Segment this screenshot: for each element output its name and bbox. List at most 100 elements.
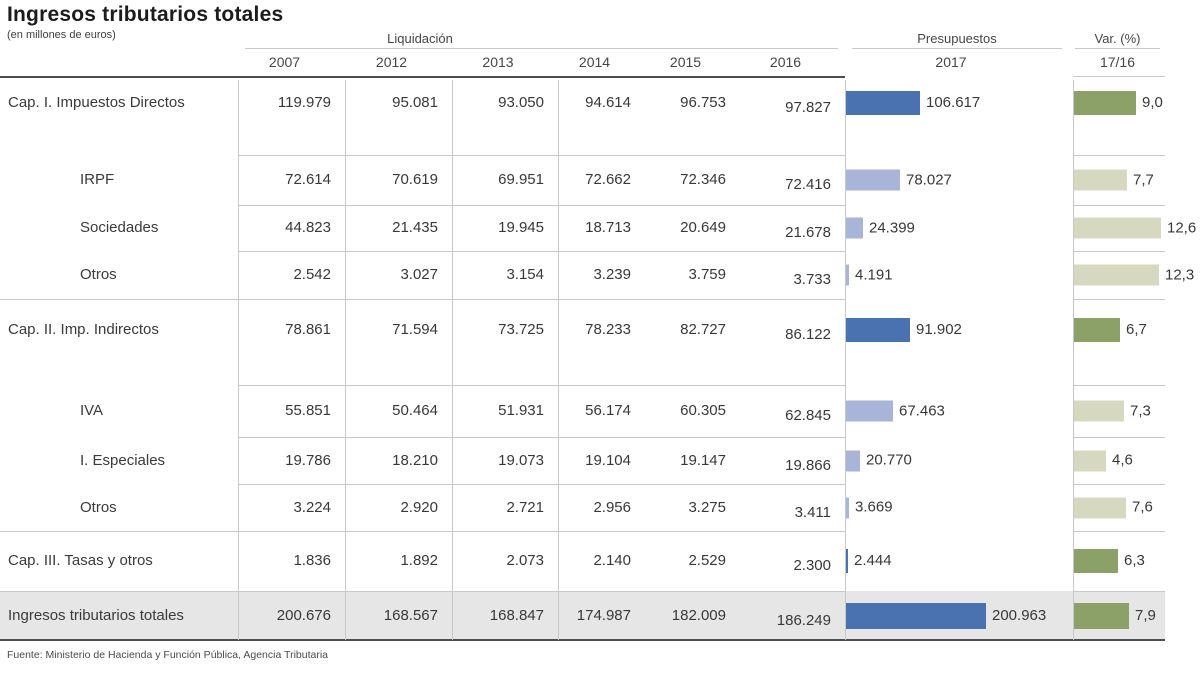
value-cell-2013: 19.073 [498, 451, 544, 469]
budget-bar [846, 602, 986, 629]
value-cell-2007: 2.542 [293, 266, 331, 283]
budget-bar-cell: 20.770 [846, 450, 912, 471]
table-row: IRPF 72.614 70.619 69.951 72.662 72.346 … [0, 155, 1200, 205]
column-group-liquidacion: Liquidación [387, 31, 453, 46]
value-cell-2016: 72.416 [785, 176, 831, 193]
value-cell-2016: 97.827 [785, 99, 831, 116]
var-value: 4,6 [1112, 451, 1133, 469]
grid-line-horizontal [238, 437, 845, 438]
value-cell-2007: 200.676 [276, 606, 331, 624]
var-bar-cell: 6,7 [1074, 318, 1147, 342]
value-cell-2012: 50.464 [392, 402, 438, 419]
table-row: IVA 55.851 50.464 51.931 56.174 60.305 6… [0, 385, 1200, 437]
var-bar-cell: 12,6 [1074, 217, 1196, 239]
value-cell-2013: 2.073 [506, 552, 544, 569]
table-row: Otros 3.224 2.920 2.721 2.956 3.275 3.41… [0, 484, 1200, 531]
value-cell-2015: 19.147 [680, 451, 726, 469]
var-bar-cell: 6,3 [1074, 549, 1145, 573]
value-cell-2016: 62.845 [785, 407, 831, 424]
grid-line-horizontal [0, 299, 845, 300]
budget-bar [846, 400, 893, 422]
grid-line-vertical [845, 80, 846, 640]
table-row: Otros 2.542 3.027 3.154 3.239 3.759 3.73… [0, 251, 1200, 299]
value-cell-2007: 55.851 [285, 402, 331, 419]
value-cell-2007: 1.836 [293, 552, 331, 569]
budget-bar-cell: 2.444 [846, 549, 892, 573]
grid-line-vertical [238, 80, 239, 640]
var-bar [1074, 549, 1118, 573]
budget-value: 4.191 [855, 266, 893, 283]
table-body: Cap. I. Impuestos Directos 119.979 95.08… [0, 80, 1200, 640]
value-cell-2016: 186.249 [776, 611, 831, 629]
row-label: Cap. II. Imp. Indirectos [8, 321, 159, 338]
column-group-presupuestos: Presupuestos [917, 31, 997, 46]
value-cell-2012: 70.619 [392, 171, 438, 188]
budget-bar [846, 91, 920, 115]
page-subtitle: (en millones de euros) [7, 29, 116, 41]
value-cell-2016: 86.122 [785, 326, 831, 343]
budget-value: 106.617 [926, 94, 981, 111]
grid-line-horizontal [852, 48, 1062, 49]
grid-line-horizontal [1073, 299, 1165, 300]
var-year-header: 17/16 [1099, 54, 1136, 70]
grid-line-vertical [345, 80, 346, 640]
grid-line-horizontal [0, 591, 845, 592]
value-cell-2014: 3.239 [593, 266, 631, 283]
grid-line-horizontal [1073, 591, 1165, 592]
year-header: 2012 [375, 54, 408, 70]
value-cell-2013: 19.945 [498, 219, 544, 236]
value-cell-2014: 2.956 [593, 498, 631, 516]
var-bar [1074, 318, 1120, 342]
value-cell-2014: 78.233 [585, 321, 631, 338]
value-cell-2012: 168.567 [383, 606, 438, 624]
var-bar-cell: 7,7 [1074, 169, 1154, 191]
row-label: Ingresos tributarios totales [8, 606, 184, 624]
year-header: 2014 [578, 54, 611, 70]
var-value: 7,7 [1133, 171, 1154, 188]
var-bar [1074, 602, 1129, 629]
row-label: Otros [80, 266, 117, 283]
value-cell-2014: 56.174 [585, 402, 631, 419]
value-cell-2013: 2.721 [506, 498, 544, 516]
column-group-var: Var. (%) [1094, 31, 1141, 46]
value-cell-2012: 1.892 [400, 552, 438, 569]
budget-bar [846, 318, 910, 342]
budget-bar [846, 169, 900, 191]
var-bar [1074, 400, 1124, 422]
budget-value: 24.399 [869, 219, 915, 236]
var-bar-cell: 7,9 [1074, 602, 1156, 629]
value-cell-2015: 2.529 [688, 552, 726, 569]
table-row: Cap. I. Impuestos Directos 119.979 95.08… [0, 80, 1200, 155]
table-row: Cap. III. Tasas y otros 1.836 1.892 2.07… [0, 531, 1200, 591]
grid-line-horizontal [1073, 251, 1165, 252]
grid-line-horizontal [0, 76, 845, 78]
grid-line-horizontal [1073, 155, 1165, 156]
budget-bar-cell: 91.902 [846, 318, 962, 342]
budget-bar-cell: 200.963 [846, 602, 1046, 629]
grid-line-horizontal [0, 531, 845, 532]
value-cell-2014: 174.987 [576, 606, 631, 624]
row-label: Cap. III. Tasas y otros [8, 552, 153, 569]
value-cell-2012: 21.435 [392, 219, 438, 236]
var-bar [1074, 91, 1136, 115]
row-label: I. Especiales [80, 451, 166, 469]
page-title: Ingresos tributarios totales [7, 3, 284, 26]
budget-bar-cell: 78.027 [846, 169, 952, 191]
value-cell-2016: 2.300 [793, 557, 831, 574]
budget-bar [846, 450, 860, 471]
value-cell-2014: 18.713 [585, 219, 631, 236]
value-cell-2013: 168.847 [489, 606, 544, 624]
budget-value: 20.770 [866, 451, 912, 469]
budget-bar [846, 217, 863, 239]
table-row: Cap. II. Imp. Indirectos 78.861 71.594 7… [0, 299, 1200, 385]
var-bar [1074, 217, 1161, 239]
table-row: I. Especiales 19.786 18.210 19.073 19.10… [0, 437, 1200, 484]
budget-bar [846, 549, 848, 573]
budget-bar [846, 264, 849, 286]
var-bar [1074, 497, 1126, 518]
grid-line-horizontal [0, 639, 1165, 641]
value-cell-2015: 3.759 [688, 266, 726, 283]
value-cell-2016: 3.733 [793, 271, 831, 288]
budget-bar [846, 497, 849, 518]
var-value: 6,3 [1124, 552, 1145, 569]
